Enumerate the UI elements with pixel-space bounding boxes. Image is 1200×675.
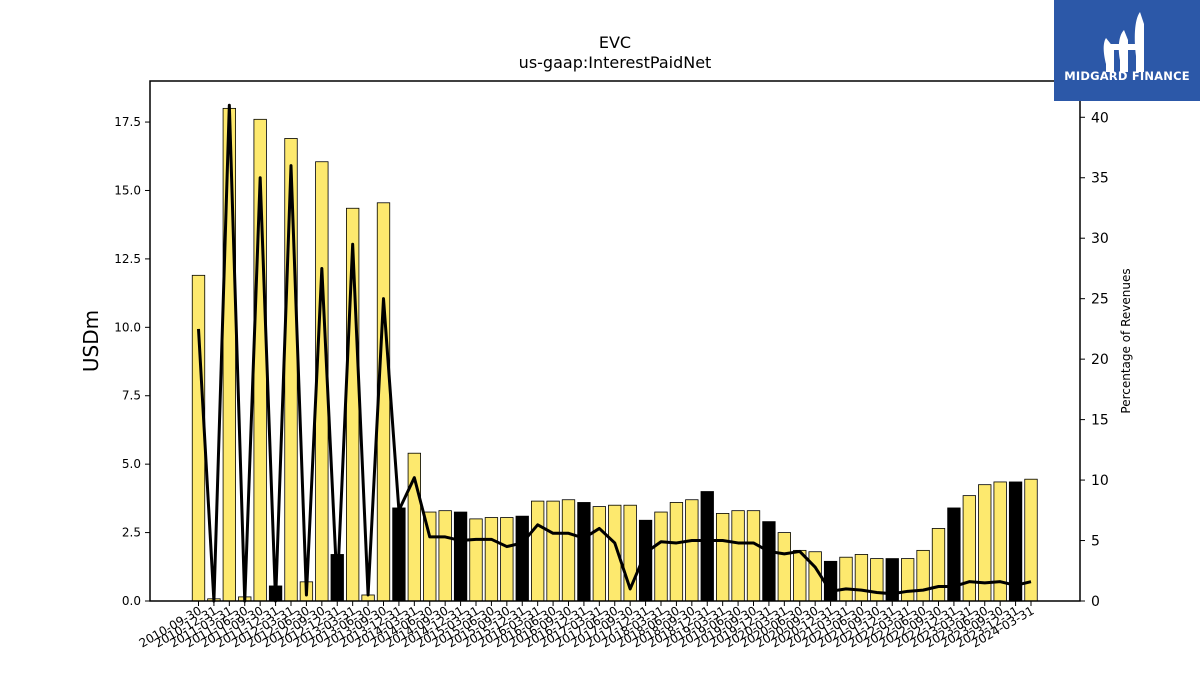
bar-2018-06-30 (669, 502, 684, 602)
y2-tick-label: 30 (1091, 231, 1109, 247)
y-tick-label: 5.0 (122, 457, 141, 471)
bar-2014-03-31 (407, 452, 421, 602)
y-tick-label: 7.5 (122, 389, 141, 403)
bar-2015-09-30 (500, 517, 514, 602)
bar-2021-03-31 (839, 556, 853, 602)
y-axis-label: USDm (79, 310, 103, 372)
bar-2018-09-30 (685, 499, 699, 602)
bar-2021-06-30 (854, 554, 869, 602)
bar-2014-12-31 (453, 511, 468, 602)
y-tick-label: 12.5 (114, 252, 141, 266)
bar-2018-03-31 (654, 511, 668, 602)
bar-2014-09-30 (438, 510, 452, 602)
y2-tick-label: 0 (1091, 594, 1100, 610)
bar-2015-06-30 (484, 517, 499, 602)
bar-2017-03-31 (592, 506, 606, 602)
bar-2022-09-30 (931, 528, 946, 602)
y-tick-label: 0.0 (122, 594, 141, 608)
bar-2018-12-31 (700, 491, 714, 602)
bar-2011-03-31 (222, 107, 236, 602)
bar-2019-06-30 (731, 510, 745, 602)
y2-tick-label: 35 (1091, 171, 1109, 187)
y2-tick-label: 15 (1091, 413, 1109, 429)
bar-2019-09-30 (746, 510, 761, 602)
bar-2016-09-30 (561, 499, 576, 602)
x-ticks-group: 2010-09-302010-12-312011-03-312011-06-30… (137, 601, 1037, 650)
y-tick-label: 15.0 (114, 183, 141, 197)
bar-2019-03-31 (716, 513, 730, 602)
y2-tick-label: 20 (1091, 352, 1109, 368)
bar-2016-03-31 (531, 500, 545, 602)
bar-2022-06-30 (916, 549, 930, 602)
logo-text: MIDGARD FINANCE (1064, 69, 1190, 83)
y2-tick-label: 25 (1091, 292, 1109, 308)
logo-mark-icon (1103, 12, 1144, 72)
bar-2022-03-31 (901, 558, 915, 602)
y2-tick-label: 5 (1091, 534, 1100, 550)
y2-tick-label: 40 (1091, 110, 1109, 126)
y-tick-label: 17.5 (114, 115, 141, 129)
bar-2016-12-31 (577, 502, 591, 602)
chart-subtitle: us-gaap:InterestPaidNet (519, 53, 712, 72)
bar-2020-03-31 (777, 532, 791, 602)
brand-logo: MIDGARD FINANCE (1054, 0, 1200, 101)
bar-2021-09-30 (870, 558, 884, 602)
bar-2013-12-31 (392, 507, 406, 602)
y-tick-label: 10.0 (114, 320, 141, 334)
line-group (197, 103, 1032, 603)
bar-2020-12-31 (823, 560, 838, 602)
y2-axis-label: Percentage of Revenues (1119, 268, 1133, 413)
bar-2023-03-31 (962, 495, 976, 602)
bar-2010-09-30 (191, 274, 206, 602)
y-tick-label: 2.5 (122, 526, 141, 540)
bar-2015-03-31 (469, 518, 483, 602)
bar-2015-12-31 (515, 515, 529, 602)
percentage-line (197, 103, 1032, 603)
chart-title: EVC (599, 33, 631, 52)
y2-tick-label: 10 (1091, 473, 1109, 489)
bar-2016-06-30 (546, 500, 560, 602)
bar-2019-12-31 (762, 521, 776, 602)
